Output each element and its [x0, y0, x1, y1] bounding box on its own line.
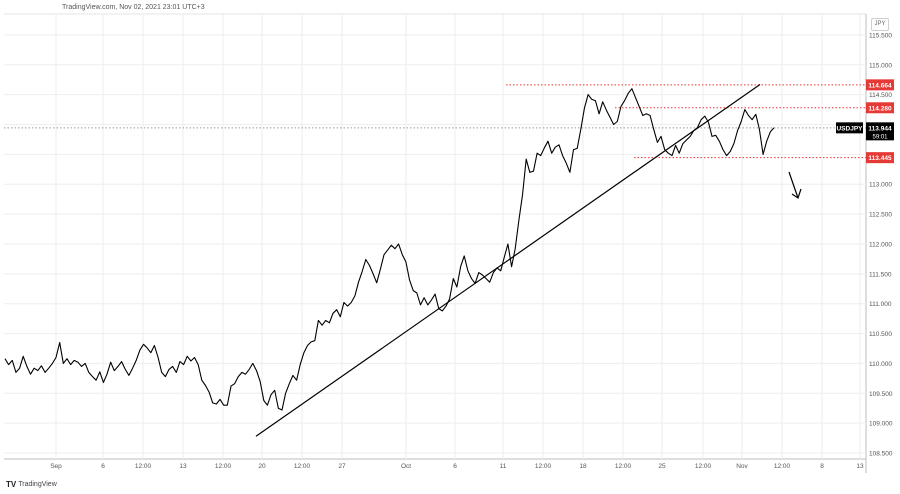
y-tick-label: 114.500 [869, 92, 892, 99]
x-tick-label: Sep [50, 463, 62, 470]
x-tick-label: 8 [820, 463, 824, 470]
level-badge [866, 79, 894, 91]
x-tick-label: 11 [500, 463, 507, 470]
level-badge-label: 114.280 [868, 105, 892, 112]
x-tick-label: 12:00 [774, 463, 791, 470]
x-tick-label: 13 [179, 463, 187, 470]
x-tick-label: 25 [658, 463, 666, 470]
level-badge-label: 114.664 [868, 82, 892, 89]
x-tick-label: 27 [338, 463, 346, 470]
price-axis: 108.500 109.000 109.500 110.000 110.500 111.0… [869, 32, 893, 457]
x-tick-label: 12:00 [294, 463, 311, 470]
symbol-label: USDJPY [836, 125, 863, 132]
y-tick-label: 111.500 [869, 271, 892, 278]
level-badge [866, 102, 894, 114]
y-tick-label: 112.500 [869, 212, 892, 219]
y-tick-label: 108.500 [869, 451, 893, 458]
level-lines [4, 84, 866, 159]
x-tick-label: Nov [736, 463, 748, 470]
level-badge-label: 113.445 [868, 155, 892, 162]
ascending-trendline [255, 83, 761, 437]
y-tick-label: 112.000 [869, 241, 892, 248]
y-tick-label: 110.000 [869, 361, 892, 368]
arrow-head [791, 188, 802, 199]
x-tick-label: 20 [258, 463, 266, 470]
y-tick-label: 111.000 [869, 301, 892, 308]
chart-grid [4, 13, 867, 473]
x-tick-label: 12:00 [215, 463, 232, 470]
tradingview-logo-text: TradingView [18, 481, 57, 488]
x-tick-label: 12:00 [135, 463, 152, 470]
down-arrow-annotation [788, 171, 802, 199]
chart-header: TradingView.com, Nov 02, 2021 23:01 UTC+… [62, 4, 205, 11]
last-price-badge [866, 122, 894, 141]
y-tick-label: 115.000 [869, 62, 892, 69]
y-tick-label: 110.500 [869, 331, 892, 338]
series-group [4, 88, 775, 411]
x-tick-label: 12:00 [615, 463, 632, 470]
price-badges: 114.664 114.280 113.445 USDJPY 113.944 59:01 [836, 79, 894, 164]
arrow-shaft [788, 171, 799, 199]
currency-badge[interactable]: JPY [871, 18, 889, 31]
y-tick-label: 113.000 [869, 182, 892, 189]
x-tick-label: 12:00 [535, 463, 552, 470]
x-tick-label: 18 [579, 463, 587, 470]
y-tick-label: 115.500 [869, 32, 892, 39]
tradingview-logo[interactable]: TV TradingView [6, 480, 57, 489]
time-axis: Sep 6 12:00 13 12:00 20 12:00 27 Oct 6 11 12:00 18 12… [50, 463, 864, 470]
level-badge [866, 152, 894, 164]
x-tick-label: 6 [101, 463, 105, 470]
last-price-label: 113.944 [868, 125, 892, 132]
x-tick-label: Oct [401, 463, 411, 470]
trendline-group [255, 83, 761, 437]
x-tick-label: 6 [453, 463, 457, 470]
countdown-label: 59:01 [872, 134, 888, 140]
y-tick-label: 109.000 [869, 421, 893, 428]
x-tick-label: 13 [856, 463, 864, 470]
symbol-badge [836, 122, 863, 134]
y-tick-label: 109.500 [869, 391, 893, 398]
price-line [4, 88, 775, 411]
tradingview-logo-mark: TV [6, 480, 17, 489]
x-tick-label: 12:00 [695, 463, 712, 470]
